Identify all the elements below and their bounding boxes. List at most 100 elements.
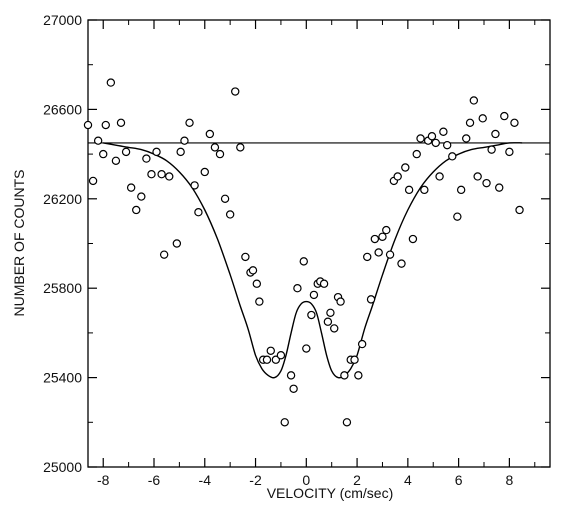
data-point xyxy=(205,129,215,139)
x-tick-label: 4 xyxy=(404,472,412,488)
data-point xyxy=(194,208,203,217)
data-point xyxy=(427,132,437,141)
data-point xyxy=(121,147,131,157)
y-axis-title: NUMBER OF COUNTS xyxy=(11,170,27,317)
data-point xyxy=(435,172,444,181)
data-point xyxy=(412,149,421,159)
data-point xyxy=(487,145,496,154)
data-point xyxy=(289,384,298,393)
data-point xyxy=(363,252,372,262)
data-point xyxy=(302,344,311,353)
y-tick-label: 26600 xyxy=(43,101,82,117)
data-point xyxy=(336,297,345,306)
data-point xyxy=(469,96,479,105)
x-tick-labels: -8 -6 -4 -2 0 2 4 6 8 xyxy=(97,472,513,488)
data-point xyxy=(515,205,524,215)
y-tick-labels: 25000 25400 25800 26200 26600 27000 xyxy=(43,12,82,475)
data-point xyxy=(420,185,429,195)
data-point xyxy=(462,134,471,143)
x-tick-label: 8 xyxy=(505,472,513,488)
data-point xyxy=(408,234,418,244)
data-point xyxy=(126,183,136,192)
data-point xyxy=(271,355,281,364)
fit-curve xyxy=(103,142,523,379)
data-point xyxy=(210,143,220,152)
data-point xyxy=(393,172,402,181)
data-point xyxy=(225,210,235,219)
data-point xyxy=(439,127,448,136)
data-point xyxy=(404,185,414,195)
data-point xyxy=(165,172,174,181)
data-points xyxy=(83,78,524,427)
data-point xyxy=(286,371,296,380)
axis-ticks xyxy=(88,19,550,468)
x-tick-label: -2 xyxy=(249,472,262,488)
data-point xyxy=(137,192,146,201)
data-point xyxy=(185,118,194,128)
plot-frame xyxy=(87,19,551,468)
data-point xyxy=(180,136,189,145)
data-point xyxy=(159,250,169,259)
data-point xyxy=(176,147,185,157)
data-point xyxy=(374,248,383,257)
x-tick-label: -4 xyxy=(199,472,212,488)
data-point xyxy=(491,129,500,139)
data-point xyxy=(101,120,110,130)
data-point xyxy=(342,418,352,427)
data-point xyxy=(442,140,452,150)
x-axis-title: VELOCITY (cm/sec) xyxy=(267,485,394,501)
data-point xyxy=(147,170,156,179)
x-tick-label: 2 xyxy=(353,472,361,488)
data-point xyxy=(510,118,519,128)
data-point xyxy=(431,138,440,148)
data-point xyxy=(323,317,333,326)
data-point xyxy=(299,257,308,266)
data-point xyxy=(340,371,349,380)
data-point xyxy=(231,87,240,96)
data-point xyxy=(190,181,199,190)
data-point xyxy=(255,297,264,306)
y-tick-label: 27000 xyxy=(43,12,82,28)
x-tick-label: 0 xyxy=(302,472,310,488)
data-point xyxy=(453,212,462,221)
data-point xyxy=(99,149,108,159)
data-point xyxy=(397,259,406,268)
data-point xyxy=(478,114,487,123)
data-point xyxy=(132,205,141,215)
data-point xyxy=(357,339,367,349)
data-point xyxy=(401,163,410,172)
data-point xyxy=(157,170,166,179)
data-point xyxy=(330,324,339,333)
data-point xyxy=(416,134,425,143)
data-point xyxy=(280,418,289,427)
data-point xyxy=(385,250,395,259)
data-point xyxy=(370,234,380,244)
data-point xyxy=(307,310,316,320)
data-point xyxy=(142,154,151,163)
data-point xyxy=(500,111,509,121)
data-point xyxy=(83,120,93,130)
x-tick-label: 6 xyxy=(455,472,463,488)
data-point xyxy=(354,371,363,380)
data-point xyxy=(106,78,116,87)
data-point xyxy=(215,149,225,159)
data-point xyxy=(350,355,359,364)
data-point xyxy=(465,118,475,128)
data-point xyxy=(241,252,250,262)
data-point xyxy=(448,152,457,161)
data-point xyxy=(293,284,302,293)
data-point xyxy=(382,225,391,235)
data-point xyxy=(111,156,121,166)
y-tick-label: 26200 xyxy=(43,191,82,207)
data-point xyxy=(319,279,329,288)
data-point xyxy=(326,308,335,317)
data-point xyxy=(366,295,376,304)
data-point xyxy=(93,136,103,145)
data-point xyxy=(309,290,319,300)
data-point xyxy=(116,118,126,128)
y-tick-label: 25400 xyxy=(43,370,82,386)
data-point xyxy=(200,167,209,177)
data-point xyxy=(276,351,286,360)
data-point xyxy=(473,172,482,181)
